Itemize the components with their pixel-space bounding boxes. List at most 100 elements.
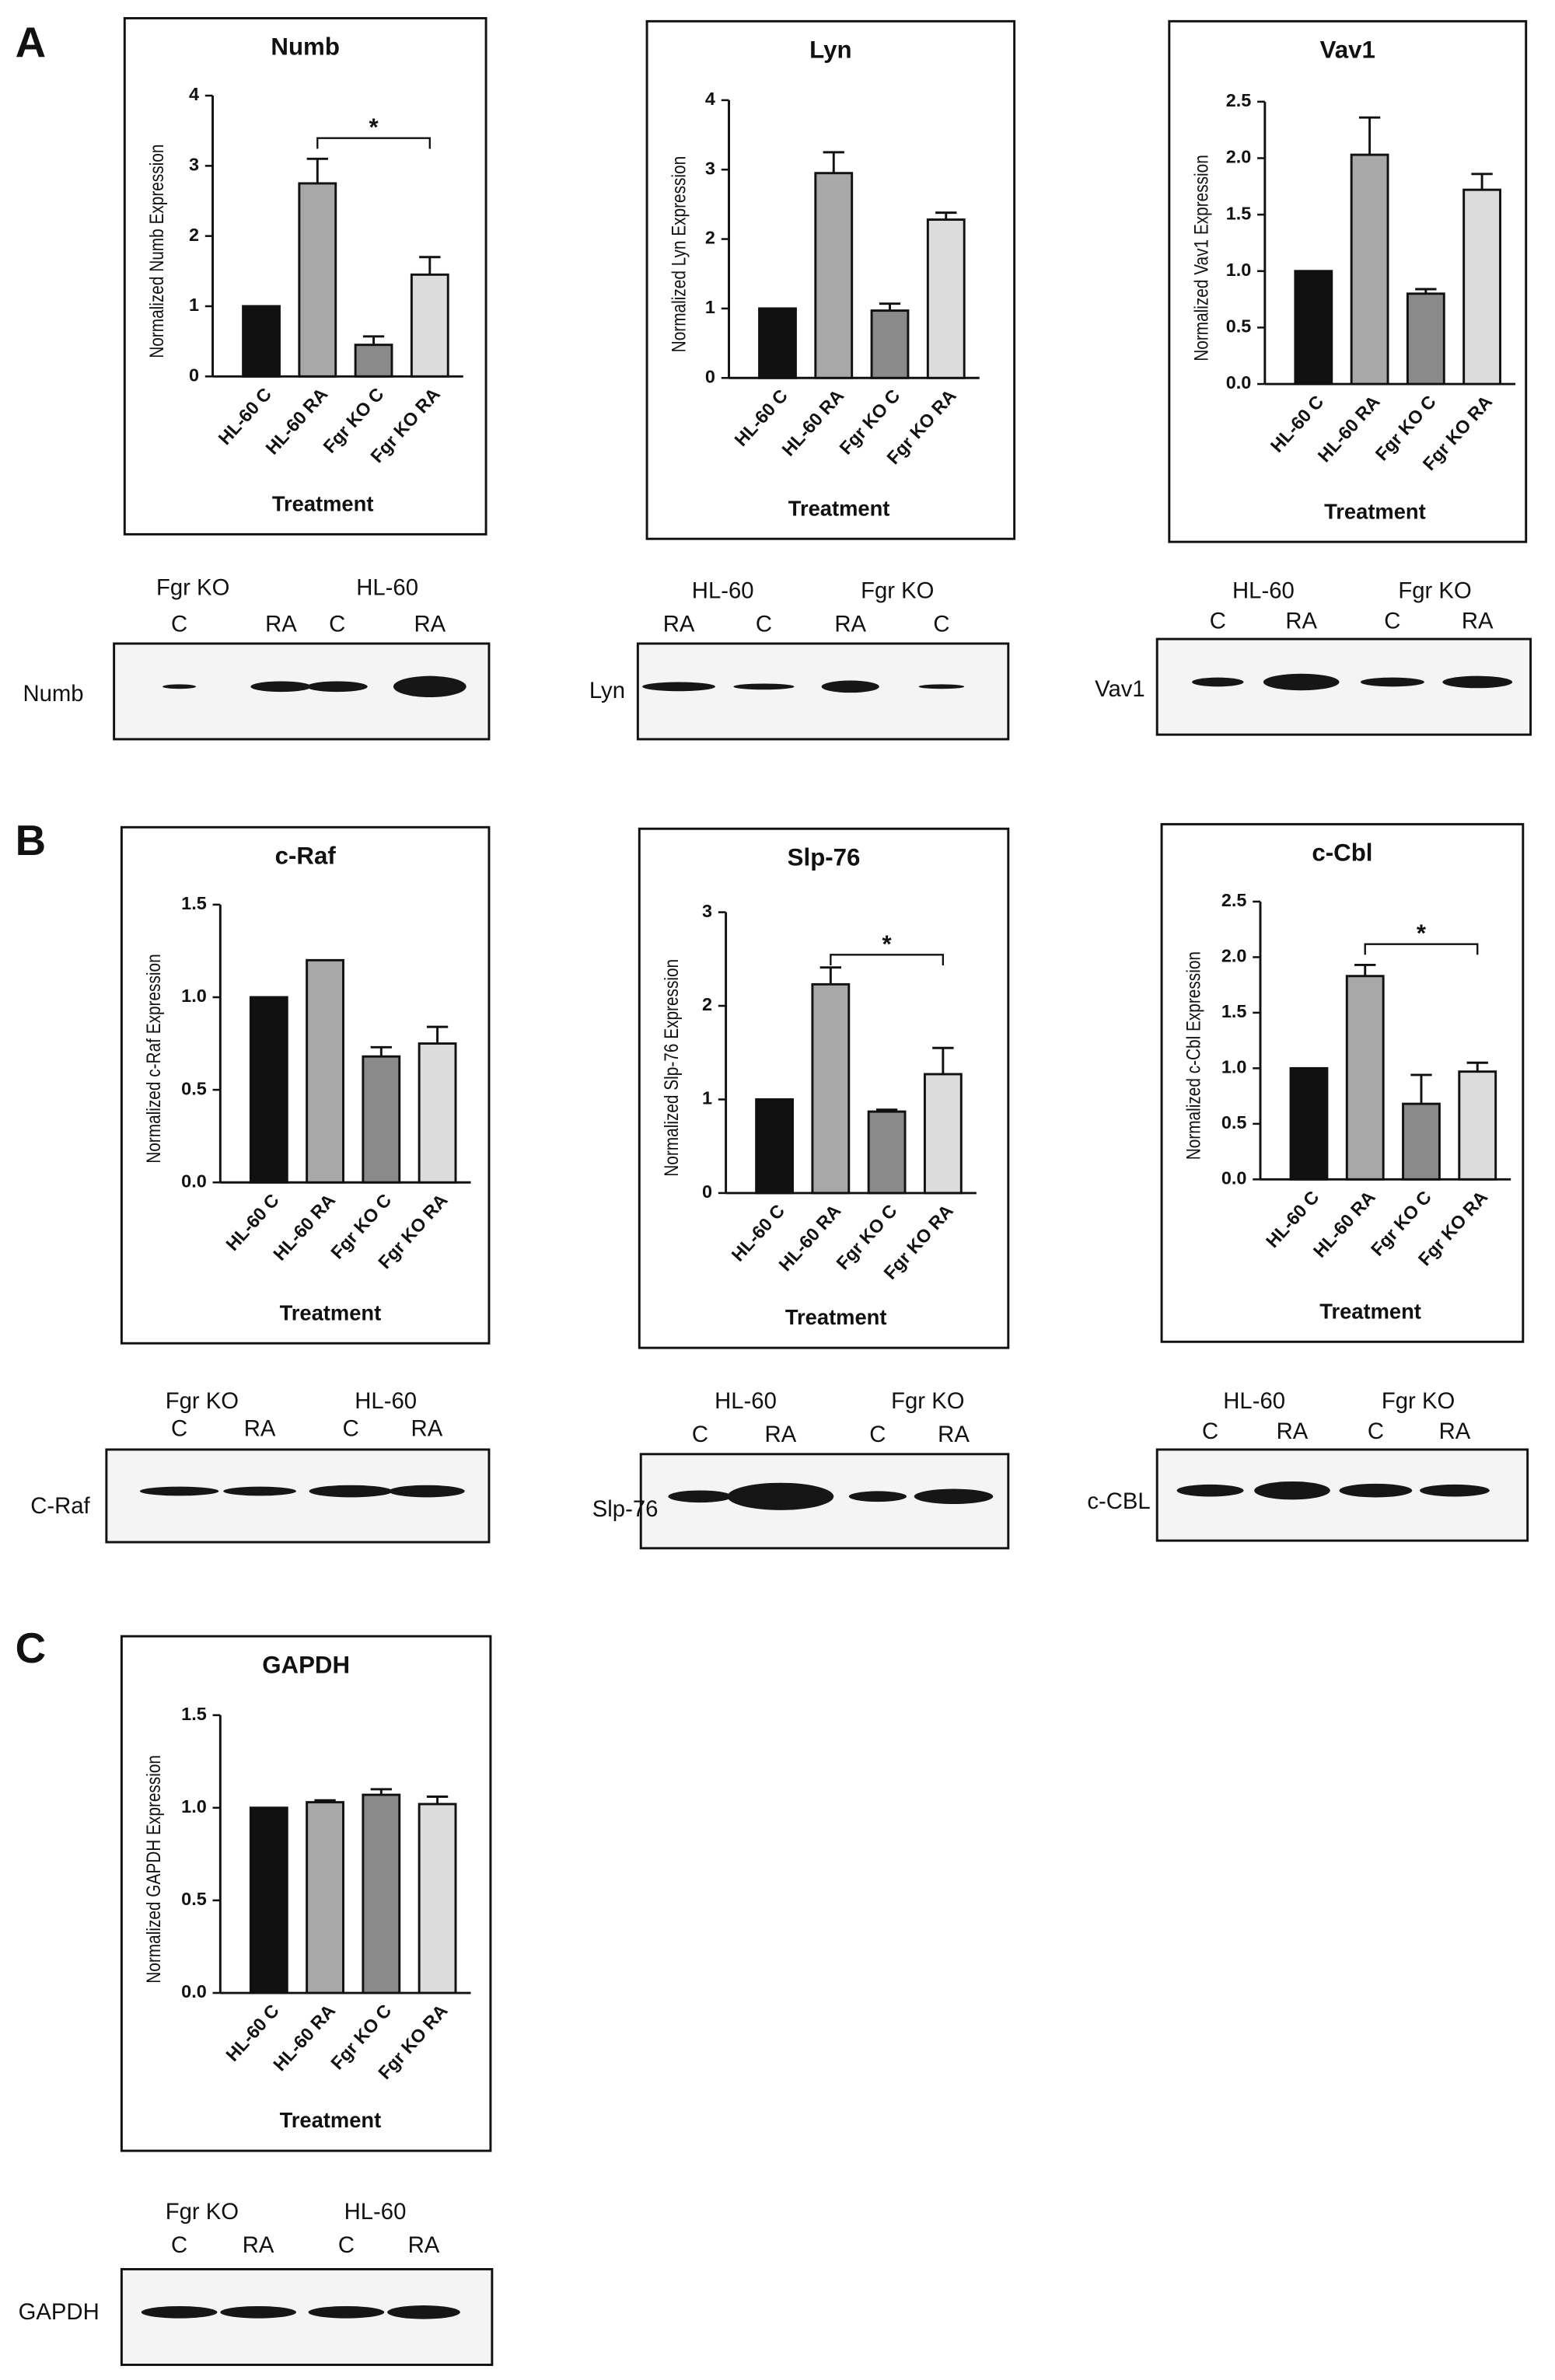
blot-protein-label: Numb bbox=[23, 681, 83, 707]
y-tick-label: 1.0 bbox=[1226, 260, 1252, 280]
chart-frame bbox=[645, 19, 1016, 540]
y-tick-label: 1 bbox=[702, 1088, 712, 1108]
blot-band bbox=[1420, 1484, 1490, 1497]
blot: Fgr KO HL-60 C RA C RA Numb bbox=[23, 574, 491, 741]
blot-lane-label: C bbox=[756, 611, 772, 637]
blot-band bbox=[848, 1491, 907, 1502]
error-bar bbox=[1415, 288, 1437, 294]
bar bbox=[814, 172, 854, 379]
error-bar bbox=[879, 302, 901, 311]
bar bbox=[418, 1042, 457, 1184]
y-axis-label: Normalized Numb Expression bbox=[145, 145, 167, 358]
bar bbox=[926, 218, 966, 379]
chart-title: Numb bbox=[271, 33, 340, 61]
blot-band bbox=[387, 2305, 460, 2319]
chart: c-Raf 0.0 0.5 1.0 1.5 Normalized c-Raf Expres… bbox=[120, 825, 491, 1345]
error-bar bbox=[370, 1045, 392, 1057]
blot: Fgr KO HL-60C RA C RAC-Raf bbox=[30, 1388, 491, 1544]
blot-band bbox=[1339, 1483, 1413, 1498]
blot-protein-label: C-Raf bbox=[30, 1493, 90, 1519]
error-bar bbox=[935, 211, 957, 220]
blot-lane-label: C bbox=[171, 1415, 187, 1441]
blot: HL-60 Fgr KO C RA C RA Vav1 bbox=[1095, 578, 1532, 736]
y-tick-label: 0 bbox=[705, 366, 715, 386]
y-tick-label: 2.5 bbox=[1226, 90, 1252, 110]
blot-band bbox=[821, 680, 879, 693]
chart-frame bbox=[1160, 822, 1525, 1343]
y-tick-label: 2 bbox=[705, 228, 715, 248]
y-tick-label: 3 bbox=[705, 158, 715, 178]
x-axis-label: Treatment bbox=[1324, 499, 1426, 523]
y-tick-label: 1.5 bbox=[181, 893, 207, 913]
blot-band bbox=[393, 675, 466, 698]
bar bbox=[249, 1806, 288, 1994]
y-tick-label: 0 bbox=[189, 365, 199, 385]
bar bbox=[755, 1098, 794, 1195]
bar bbox=[867, 1110, 907, 1195]
y-tick-label: 3 bbox=[702, 901, 712, 921]
chart-frame bbox=[120, 1635, 492, 2152]
error-bar bbox=[1471, 173, 1493, 190]
blot-lane-label: C bbox=[692, 1422, 708, 1447]
error-bar bbox=[819, 966, 842, 985]
y-axis-label: Normalized GAPDH Expression bbox=[142, 1755, 164, 1984]
blot-group-label: Fgr KO bbox=[1382, 1388, 1455, 1414]
x-axis-label: Treatment bbox=[785, 1305, 887, 1329]
chart: GAPDH 0.0 0.5 1.0 1.5 Normalized GAPDH Expres… bbox=[120, 1635, 492, 2152]
blot-group-label: HL-60 bbox=[692, 578, 754, 603]
y-tick-label: 0.0 bbox=[1221, 1168, 1247, 1188]
y-axis-label: Normalized Lyn Expression bbox=[668, 156, 690, 352]
y-tick-label: 2 bbox=[189, 225, 199, 245]
y-tick-label: 0.0 bbox=[1226, 372, 1252, 393]
blot: HL-60 Fgr KO RA C RA C Lyn bbox=[589, 578, 1010, 741]
blot-protein-label: GAPDH bbox=[19, 2299, 100, 2325]
error-bar bbox=[932, 1046, 954, 1074]
y-tick-label: 1 bbox=[189, 295, 199, 315]
bar bbox=[249, 996, 288, 1184]
bar bbox=[298, 182, 337, 378]
error-bar bbox=[823, 151, 844, 173]
blot-lane-label: C bbox=[1202, 1419, 1218, 1444]
blot-band bbox=[642, 682, 715, 692]
y-tick-label: 0.0 bbox=[181, 1171, 207, 1191]
blot-lane-label: RA bbox=[411, 1415, 443, 1441]
y-tick-label: 4 bbox=[189, 84, 199, 104]
chart-frame bbox=[120, 825, 491, 1345]
chart-title: Lyn bbox=[809, 37, 851, 64]
x-axis-label: Treatment bbox=[272, 492, 374, 516]
y-axis-label: Normalized Slp-76 Expression bbox=[660, 959, 682, 1177]
x-axis-label: Treatment bbox=[788, 496, 890, 520]
blot-lane-label: RA bbox=[408, 2232, 440, 2258]
chart-title: Slp-76 bbox=[788, 844, 861, 871]
blot-group-label: HL-60 bbox=[356, 574, 418, 600]
error-bar bbox=[426, 1795, 449, 1805]
blot-lane-label: C bbox=[933, 611, 949, 637]
blot-group-label: Fgr KO bbox=[861, 578, 934, 603]
blot-band bbox=[727, 1482, 834, 1510]
bar bbox=[362, 1793, 401, 1994]
blot-group-label: HL-60 bbox=[1232, 578, 1295, 603]
blot-lane-label: C bbox=[171, 2232, 187, 2258]
blot-band bbox=[914, 1488, 994, 1505]
blot-band bbox=[1442, 675, 1513, 689]
blot-image bbox=[636, 642, 1010, 741]
blot-lane-label: C bbox=[171, 611, 187, 637]
blot-protein-label: c-CBL bbox=[1087, 1488, 1150, 1514]
blot-band bbox=[1192, 677, 1244, 687]
bar bbox=[306, 958, 344, 1184]
blot-lane-label: C bbox=[343, 1415, 359, 1441]
error-bar bbox=[426, 1025, 449, 1044]
significance-bracket bbox=[1364, 943, 1479, 955]
blot-lane-label: RA bbox=[414, 611, 446, 637]
bar bbox=[306, 1801, 344, 1994]
bar bbox=[1406, 292, 1445, 386]
bar bbox=[418, 1802, 457, 1994]
blot-lane-label: RA bbox=[663, 611, 695, 637]
blot-lane-label: RA bbox=[243, 2232, 274, 2258]
y-tick-label: 1.5 bbox=[1226, 203, 1252, 223]
bar bbox=[1458, 1070, 1497, 1181]
